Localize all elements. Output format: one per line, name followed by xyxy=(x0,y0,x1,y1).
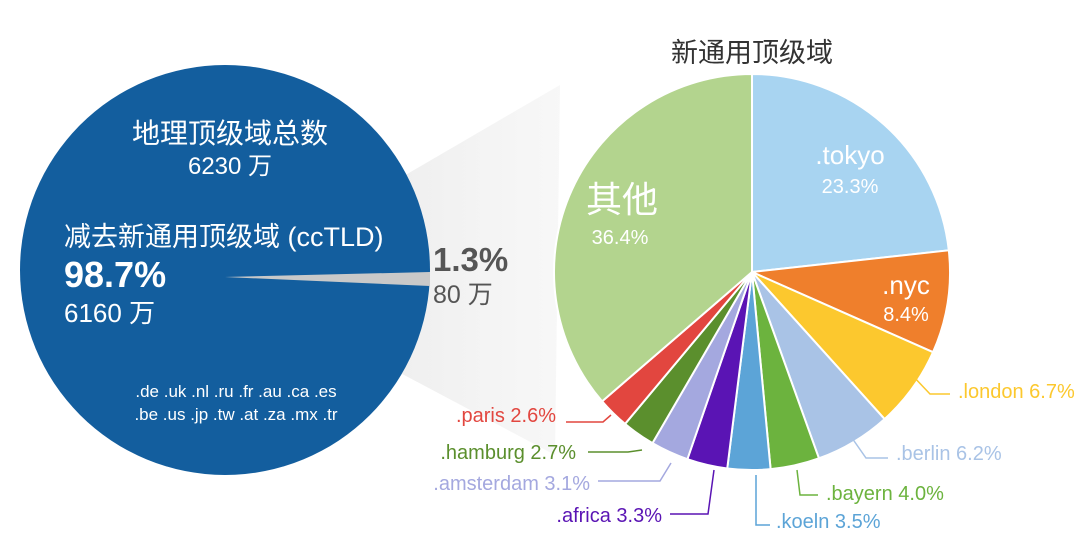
leader-line xyxy=(598,462,672,482)
cctld-count: 6160 万 xyxy=(64,298,155,328)
slice-name-label: .tokyo xyxy=(815,140,884,170)
slice-label: .berlin 6.2% xyxy=(896,443,1002,465)
cctld-list-2: .be .us .jp .tw .at .za .mx .tr xyxy=(134,405,337,424)
slice-name-label: 其他 xyxy=(586,179,658,220)
slice-pct-label: 36.4% xyxy=(592,227,649,249)
leader-line xyxy=(911,374,950,395)
cctld-list-1: .de .uk .nl .ru .fr .au .ca .es xyxy=(135,382,336,401)
slice-label: .paris 2.6% xyxy=(456,405,556,427)
slice-label: .hamburg 2.7% xyxy=(440,442,576,464)
cctld-label: 减去新通用顶级域 (ccTLD) xyxy=(64,222,384,252)
pie xyxy=(553,72,951,471)
slice-label: .amsterdam 3.1% xyxy=(433,473,590,495)
pie-title: 新通用顶级域 xyxy=(671,38,833,68)
slice-label: .bayern 4.0% xyxy=(826,483,944,505)
leader-line xyxy=(588,449,643,453)
pie-slice-nyc xyxy=(748,249,951,354)
circle-title: 地理顶级域总数 xyxy=(132,118,328,149)
gtld-count: 80 万 xyxy=(433,281,493,309)
cctld-percent: 98.7% xyxy=(64,254,166,295)
leader-line xyxy=(755,475,770,526)
leader-line xyxy=(670,469,715,515)
gtld-wedge-line xyxy=(225,272,430,286)
slice-label: .koeln 3.5% xyxy=(776,511,881,533)
pie-slice-tokyo xyxy=(751,72,950,274)
circle-total: 6230 万 xyxy=(188,153,272,180)
pie-slice-其他 xyxy=(553,72,753,403)
slice-pct-label: 8.4% xyxy=(883,304,929,326)
leader-line xyxy=(796,469,818,496)
gtld-percent: 1.3% xyxy=(433,241,508,278)
slice-name-label: .nyc xyxy=(882,270,930,300)
leader-line xyxy=(851,437,888,459)
slice-label: .london 6.7% xyxy=(958,381,1075,403)
cctld-circle xyxy=(20,65,430,475)
pie-labels: .tokyo 23.3% .nyc 8.4% .london 6.7% .berlin 6… xyxy=(433,140,1075,533)
slice-label: .africa 3.3% xyxy=(556,505,662,527)
leader-line xyxy=(566,414,612,423)
slice-pct-label: 23.3% xyxy=(822,176,879,198)
